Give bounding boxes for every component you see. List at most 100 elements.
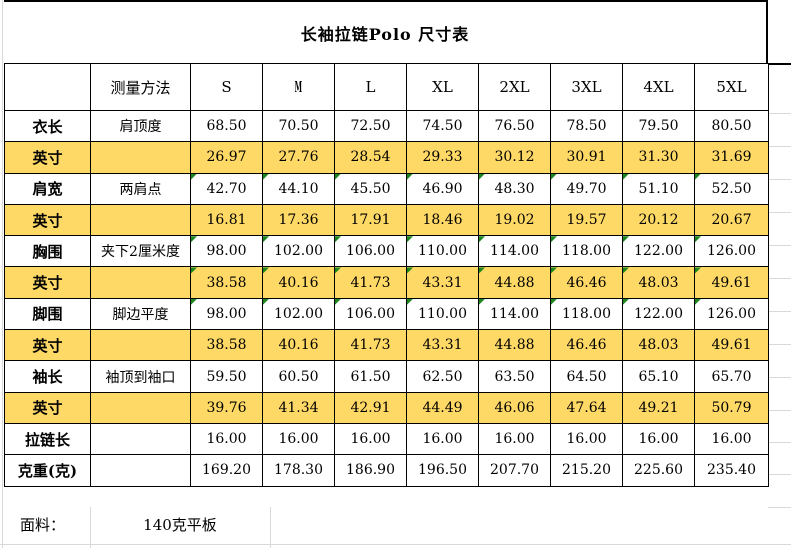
- value-cell[interactable]: 169.20: [190, 454, 263, 487]
- column-header-S[interactable]: S: [190, 63, 263, 111]
- fabric-value[interactable]: 140克平板: [143, 516, 217, 534]
- value-cell[interactable]: 102.00: [262, 297, 335, 331]
- value-cell[interactable]: 43.31: [406, 329, 479, 362]
- method-cell[interactable]: 夹下2厘米度: [90, 235, 191, 268]
- value-cell[interactable]: 74.50: [406, 109, 479, 143]
- value-cell[interactable]: 48.30: [478, 172, 551, 205]
- value-cell[interactable]: 61.50: [334, 360, 407, 393]
- value-cell[interactable]: 51.10: [622, 172, 695, 205]
- value-cell[interactable]: 26.97: [190, 141, 263, 174]
- method-cell[interactable]: [90, 141, 191, 174]
- row-label-cell[interactable]: 脚围: [4, 297, 91, 331]
- value-cell[interactable]: 207.70: [478, 454, 551, 487]
- value-cell[interactable]: 44.88: [478, 266, 551, 299]
- value-cell[interactable]: 40.16: [262, 266, 335, 299]
- value-cell[interactable]: 50.79: [694, 391, 769, 424]
- value-cell[interactable]: 40.16: [262, 329, 335, 362]
- value-cell[interactable]: 60.50: [262, 360, 335, 393]
- sheet-title-cell[interactable]: 长袖拉链Polo 尺寸表: [4, 0, 768, 63]
- value-cell[interactable]: 215.20: [550, 454, 623, 487]
- value-cell[interactable]: 16.00: [190, 422, 263, 456]
- method-cell[interactable]: [90, 422, 191, 456]
- value-cell[interactable]: 18.46: [406, 203, 479, 237]
- value-cell[interactable]: 41.73: [334, 329, 407, 362]
- value-cell[interactable]: 16.00: [622, 422, 695, 456]
- method-cell[interactable]: [90, 266, 191, 299]
- method-cell[interactable]: 脚边平度: [90, 297, 191, 331]
- value-cell[interactable]: 28.54: [334, 141, 407, 174]
- value-cell[interactable]: 59.50: [190, 360, 263, 393]
- value-cell[interactable]: 126.00: [694, 297, 769, 331]
- method-cell[interactable]: 袖顶到袖口: [90, 360, 191, 393]
- value-cell[interactable]: 225.60: [622, 454, 695, 487]
- value-cell[interactable]: 65.10: [622, 360, 695, 393]
- value-cell[interactable]: 46.46: [550, 329, 623, 362]
- row-label-cell[interactable]: 袖长: [4, 360, 91, 393]
- value-cell[interactable]: 44.88: [478, 329, 551, 362]
- method-cell[interactable]: 两肩点: [90, 172, 191, 205]
- value-cell[interactable]: 80.50: [694, 109, 769, 143]
- method-cell[interactable]: [90, 203, 191, 237]
- value-cell[interactable]: 16.00: [694, 422, 769, 456]
- method-cell[interactable]: 肩顶度: [90, 109, 191, 143]
- value-cell[interactable]: 122.00: [622, 297, 695, 331]
- value-cell[interactable]: 48.03: [622, 329, 695, 362]
- value-cell[interactable]: 47.64: [550, 391, 623, 424]
- column-header-2XL[interactable]: 2XL: [478, 63, 551, 111]
- value-cell[interactable]: 16.00: [262, 422, 335, 456]
- value-cell[interactable]: 118.00: [550, 297, 623, 331]
- value-cell[interactable]: 70.50: [262, 109, 335, 143]
- method-cell[interactable]: [90, 391, 191, 424]
- value-cell[interactable]: 114.00: [478, 297, 551, 331]
- value-cell[interactable]: 44.10: [262, 172, 335, 205]
- value-cell[interactable]: 178.30: [262, 454, 335, 487]
- value-cell[interactable]: 46.90: [406, 172, 479, 205]
- value-cell[interactable]: 19.02: [478, 203, 551, 237]
- column-header-L[interactable]: L: [334, 63, 407, 111]
- value-cell[interactable]: 16.81: [190, 203, 263, 237]
- row-label-cell[interactable]: 克重(克): [4, 454, 91, 487]
- value-cell[interactable]: 49.61: [694, 266, 769, 299]
- value-cell[interactable]: 63.50: [478, 360, 551, 393]
- value-cell[interactable]: 78.50: [550, 109, 623, 143]
- value-cell[interactable]: 46.46: [550, 266, 623, 299]
- value-cell[interactable]: 126.00: [694, 235, 769, 268]
- value-cell[interactable]: 38.58: [190, 266, 263, 299]
- value-cell[interactable]: 20.67: [694, 203, 769, 237]
- value-cell[interactable]: 98.00: [190, 297, 263, 331]
- method-cell[interactable]: [90, 454, 191, 487]
- value-cell[interactable]: 27.76: [262, 141, 335, 174]
- value-cell[interactable]: 72.50: [334, 109, 407, 143]
- value-cell[interactable]: 29.33: [406, 141, 479, 174]
- value-cell[interactable]: 122.00: [622, 235, 695, 268]
- value-cell[interactable]: 16.00: [406, 422, 479, 456]
- column-header-测量方法[interactable]: 测量方法: [90, 63, 191, 111]
- row-label-cell[interactable]: 英寸: [4, 141, 91, 174]
- value-cell[interactable]: 110.00: [406, 297, 479, 331]
- value-cell[interactable]: 16.00: [334, 422, 407, 456]
- column-header-4XL[interactable]: 4XL: [622, 63, 695, 111]
- value-cell[interactable]: 20.12: [622, 203, 695, 237]
- value-cell[interactable]: 42.91: [334, 391, 407, 424]
- value-cell[interactable]: 31.30: [622, 141, 695, 174]
- value-cell[interactable]: 49.70: [550, 172, 623, 205]
- value-cell[interactable]: 68.50: [190, 109, 263, 143]
- value-cell[interactable]: 62.50: [406, 360, 479, 393]
- row-label-cell[interactable]: 肩宽: [4, 172, 91, 205]
- row-label-cell[interactable]: 英寸: [4, 203, 91, 237]
- row-label-cell[interactable]: 衣长: [4, 109, 91, 143]
- column-header-blank[interactable]: [4, 63, 91, 111]
- value-cell[interactable]: 49.61: [694, 329, 769, 362]
- value-cell[interactable]: 118.00: [550, 235, 623, 268]
- value-cell[interactable]: 16.00: [550, 422, 623, 456]
- value-cell[interactable]: 19.57: [550, 203, 623, 237]
- value-cell[interactable]: 41.34: [262, 391, 335, 424]
- value-cell[interactable]: 45.50: [334, 172, 407, 205]
- value-cell[interactable]: 49.21: [622, 391, 695, 424]
- value-cell[interactable]: 106.00: [334, 235, 407, 268]
- value-cell[interactable]: 44.49: [406, 391, 479, 424]
- value-cell[interactable]: 102.00: [262, 235, 335, 268]
- value-cell[interactable]: 186.90: [334, 454, 407, 487]
- value-cell[interactable]: 65.70: [694, 360, 769, 393]
- value-cell[interactable]: 38.58: [190, 329, 263, 362]
